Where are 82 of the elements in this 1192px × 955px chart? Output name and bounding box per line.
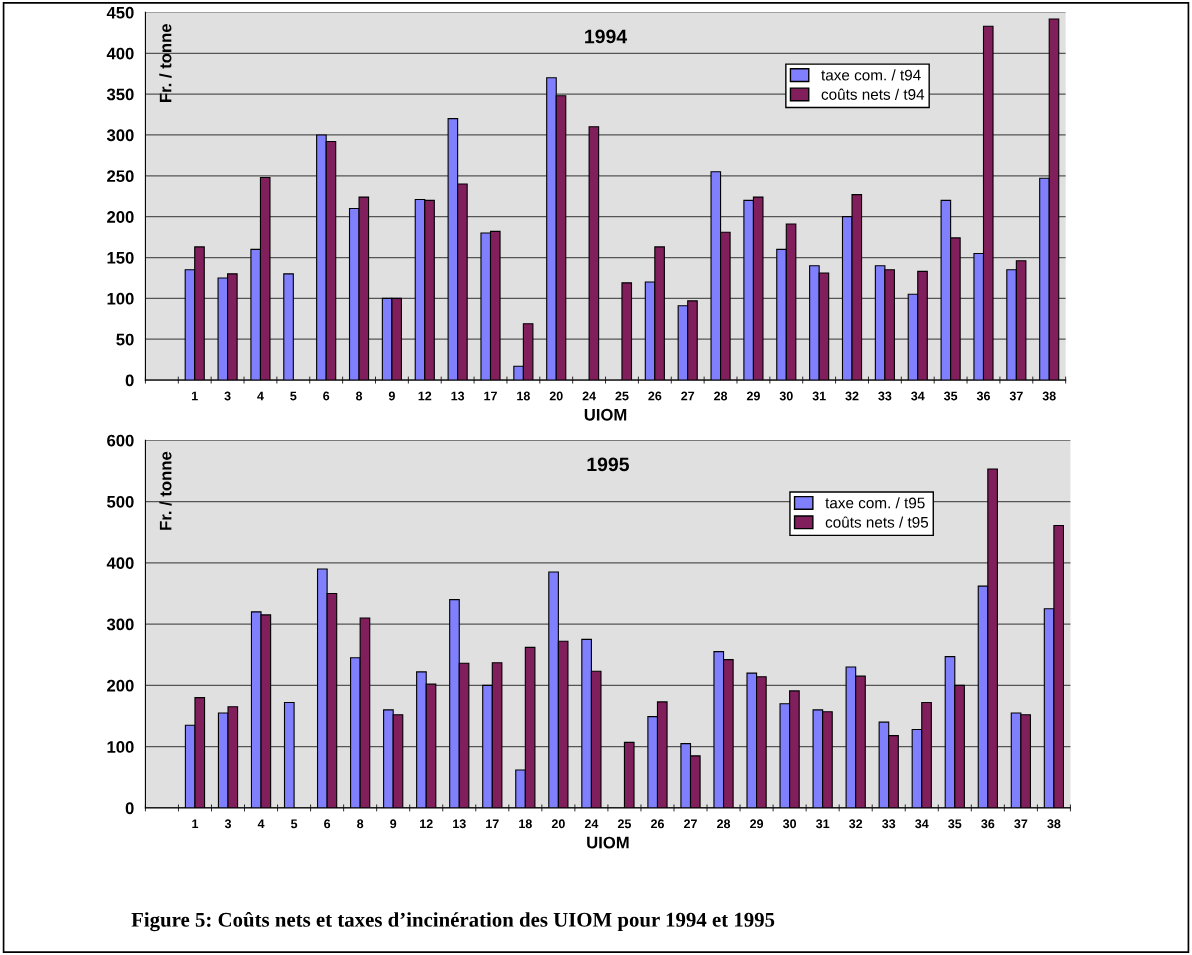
x-tick-label: 1 xyxy=(192,819,199,829)
x-tick-label: 6 xyxy=(324,819,331,829)
y-tick-label: 350 xyxy=(106,88,134,101)
x-tick-label: 27 xyxy=(681,391,695,401)
x-tick-label: 9 xyxy=(390,819,397,829)
x-tick-label: 4 xyxy=(257,819,265,829)
x-tick-label: 36 xyxy=(976,391,990,401)
x-tick-label: 24 xyxy=(582,391,596,401)
x-tick-label: 29 xyxy=(746,391,760,401)
x-tick-label: 32 xyxy=(845,391,859,401)
x-tick-label: 30 xyxy=(779,391,793,401)
y-tick-label: 400 xyxy=(106,557,134,570)
y-axis-title: Fr. / tonne xyxy=(159,451,172,530)
y-tick-label: 200 xyxy=(107,211,134,223)
y-tick-label: 0 xyxy=(125,374,134,387)
x-tick-label: 24 xyxy=(584,819,599,829)
x-tick-label: 25 xyxy=(617,819,632,829)
x-tick-label: 26 xyxy=(648,391,662,401)
x-tick-label: 13 xyxy=(453,819,466,829)
x-tick-label: 8 xyxy=(357,819,364,829)
x-tick-label: 1 xyxy=(192,391,198,401)
x-tick-label: 37 xyxy=(1009,391,1023,401)
y-tick-label: 100 xyxy=(107,292,134,305)
x-tick-label: 6 xyxy=(323,391,330,401)
y-axis-title: Fr. / tonne xyxy=(159,24,172,102)
x-tick-label: 31 xyxy=(815,819,830,829)
y-tick-label: 50 xyxy=(116,333,134,346)
x-tick-label: 9 xyxy=(388,391,395,401)
x-tick-label: 4 xyxy=(257,391,264,401)
legend-label: taxe com. / t94 xyxy=(821,69,921,81)
x-tick-label: 12 xyxy=(420,819,433,829)
y-tick-label: 450 xyxy=(106,6,134,19)
x-tick-label: 20 xyxy=(551,819,565,829)
x-tick-label: 18 xyxy=(519,819,532,829)
y-tick-label: 150 xyxy=(107,251,134,264)
text: 1995 xyxy=(587,457,630,472)
x-tick-label: 30 xyxy=(782,819,797,829)
x-tick-label: 37 xyxy=(1014,819,1028,829)
x-tick-label: 34 xyxy=(915,819,929,829)
x-tick-label: 13 xyxy=(451,391,465,401)
y-tick-label: 0 xyxy=(125,802,134,815)
x-tick-label: 18 xyxy=(517,391,530,401)
x-tick-label: 31 xyxy=(812,391,826,401)
legend-label: coûts nets / t94 xyxy=(821,88,925,100)
x-tick-label: 38 xyxy=(1042,391,1056,401)
text: 1994 xyxy=(585,29,628,44)
x-tick-label: 34 xyxy=(911,391,925,401)
x-tick-label: 28 xyxy=(717,819,731,829)
y-tick-label: 300 xyxy=(106,618,134,631)
x-tick-label: 17 xyxy=(486,819,499,829)
x-axis-title: UIOM xyxy=(587,836,629,849)
y-tick-label: 300 xyxy=(106,129,134,142)
x-tick-label: 5 xyxy=(290,819,298,829)
y-tick-label: 500 xyxy=(107,495,134,508)
x-tick-label: 32 xyxy=(849,819,863,829)
x-tick-label: 26 xyxy=(650,819,664,829)
x-tick-label: 29 xyxy=(750,819,764,829)
x-tick-label: 3 xyxy=(224,819,232,829)
y-tick-label: 250 xyxy=(107,170,134,183)
x-tick-label: 17 xyxy=(484,391,497,401)
caption: Figure 5: Coûts nets et taxes d’incinération des UIOM pour 1994 et 1995 xyxy=(131,911,775,932)
legend-label: coûts nets / t95 xyxy=(825,516,929,528)
x-tick-label: 38 xyxy=(1047,819,1061,829)
y-tick-label: 400 xyxy=(106,47,134,60)
x-tick-label: 33 xyxy=(882,819,896,829)
legend-label: taxe com. / t95 xyxy=(825,497,925,509)
x-tick-label: 12 xyxy=(418,391,432,401)
y-tick-label: 200 xyxy=(107,679,134,692)
y-tick-label: 600 xyxy=(107,434,134,447)
x-tick-label: 8 xyxy=(355,391,363,401)
x-tick-label: 28 xyxy=(714,391,728,401)
x-tick-label: 5 xyxy=(290,391,297,401)
x-tick-label: 35 xyxy=(943,391,958,401)
x-tick-label: 20 xyxy=(549,391,563,401)
x-tick-label: 35 xyxy=(948,819,962,829)
x-axis-title: UIOM xyxy=(584,408,627,421)
y-tick-label: 100 xyxy=(107,741,134,753)
x-tick-label: 36 xyxy=(981,819,995,829)
x-tick-label: 25 xyxy=(615,391,629,401)
x-tick-label: 3 xyxy=(224,391,231,401)
x-tick-label: 27 xyxy=(683,819,697,829)
x-tick-label: 33 xyxy=(878,391,892,401)
